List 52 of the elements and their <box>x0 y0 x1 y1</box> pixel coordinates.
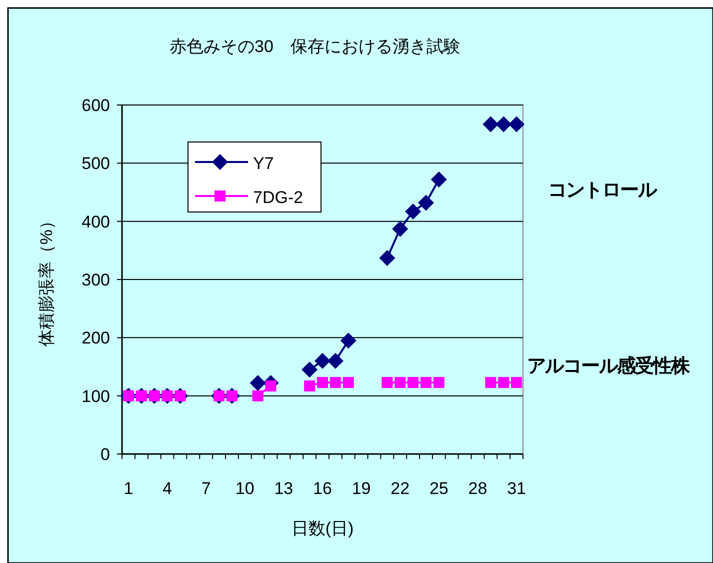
legend-label: Y7 <box>253 154 274 173</box>
y-tick-label: 0 <box>100 445 110 464</box>
point <box>379 250 396 266</box>
point <box>302 362 318 378</box>
y-tick-label: 200 <box>82 328 110 348</box>
point <box>250 375 266 392</box>
x-tick-label: 25 <box>429 479 448 498</box>
x-tick-label: 31 <box>507 479 526 498</box>
point <box>511 376 522 388</box>
point <box>418 194 434 211</box>
chart-title: 赤色みその30 保存における湧き試験 <box>170 37 460 56</box>
y-tick-label: 300 <box>82 270 110 290</box>
y-tick-label: 400 <box>82 212 110 232</box>
text: コントロール <box>548 180 658 201</box>
x-tick-label: 7 <box>201 479 211 498</box>
x-tick-label: 1 <box>124 479 134 498</box>
point <box>496 116 512 132</box>
x-tick-label: 13 <box>274 479 294 498</box>
x-tick-label: 28 <box>468 479 488 498</box>
point <box>327 352 344 369</box>
point <box>314 352 330 369</box>
x-tick-label: 16 <box>313 479 332 498</box>
point <box>430 171 447 188</box>
point <box>392 220 408 237</box>
y-tick-label: 500 <box>82 154 110 174</box>
x-tick-label: 22 <box>390 479 410 498</box>
point <box>498 376 510 388</box>
y-tick-label: 600 <box>82 96 110 115</box>
x-axis-title: 日数(日) <box>291 519 354 538</box>
text: アルコール感受性株 <box>527 355 691 377</box>
point <box>317 376 328 388</box>
point <box>252 390 264 402</box>
y-axis-title: 体積膨張率（%） <box>37 212 56 347</box>
point <box>304 380 316 392</box>
point <box>408 376 419 388</box>
point <box>485 376 496 388</box>
point <box>340 332 356 349</box>
point <box>342 376 354 388</box>
point <box>405 203 422 220</box>
x-tick-label: 19 <box>352 479 371 498</box>
point <box>508 116 525 132</box>
x-tick-label: 10 <box>235 479 254 498</box>
point <box>330 376 341 388</box>
legend-label: 7DG-2 <box>253 188 304 207</box>
point <box>265 380 276 392</box>
point <box>382 376 393 388</box>
point <box>394 376 406 388</box>
x-tick-label: 4 <box>162 479 172 498</box>
point <box>420 376 432 388</box>
y-tick-label: 100 <box>82 386 110 406</box>
point <box>482 116 499 132</box>
point <box>433 376 444 388</box>
